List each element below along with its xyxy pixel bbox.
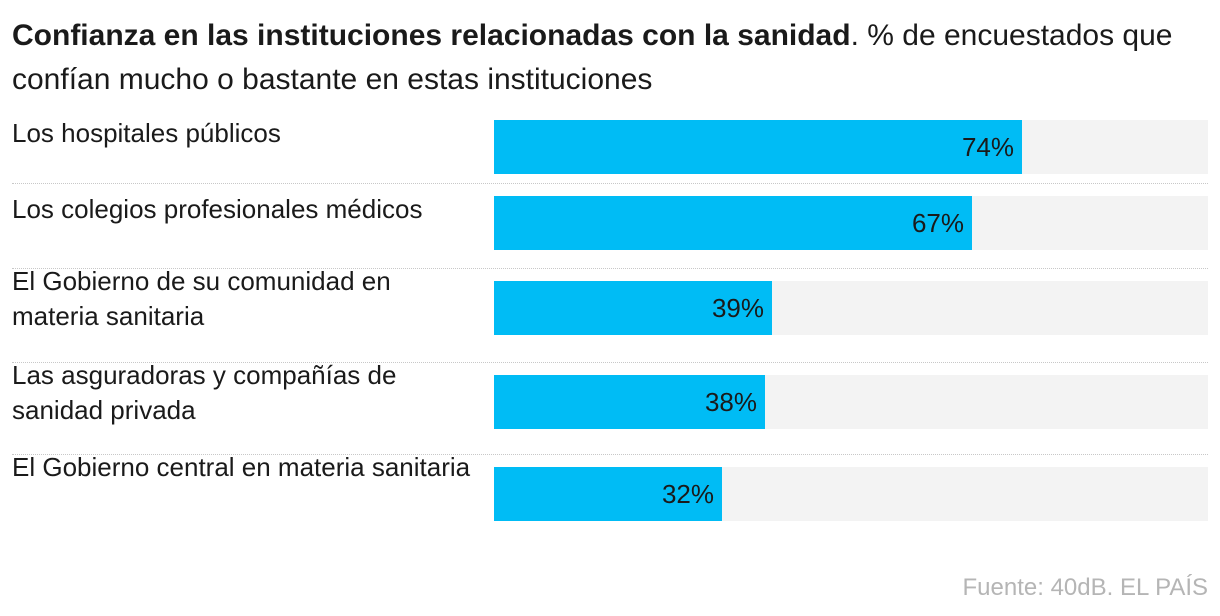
category-label: Los hospitales públicos [12, 118, 281, 148]
row-divider [12, 362, 1208, 363]
source-note: Fuente: 40dB. EL PAÍS [962, 574, 1208, 601]
bar [494, 196, 972, 250]
bar-track: 38% [494, 375, 1208, 429]
bar-row: Los hospitales públicos 74% [0, 108, 1220, 188]
bar-row: El Gobierno central en materia sanitaria… [0, 452, 1220, 535]
value-label: 38% [704, 387, 757, 417]
chart-subtitle: . % de encuestados que confían mucho o b… [12, 19, 1173, 96]
bar-chart: Los hospitales públicos 74% Los colegios p… [0, 108, 1220, 548]
value-label: 74% [961, 132, 1014, 162]
bar [494, 120, 1022, 174]
value-label: 32% [661, 479, 714, 509]
category-label: Los colegios profesionales médicos [12, 194, 423, 224]
bar-track: 67% [494, 196, 1208, 250]
row-divider [12, 183, 1208, 184]
bar-track: 74% [494, 120, 1208, 174]
row-divider [12, 454, 1208, 455]
bar [494, 375, 765, 429]
chart-title: Confianza en las instituciones relaciona… [12, 19, 851, 52]
row-divider [12, 268, 1208, 269]
bar-track: 39% [494, 281, 1208, 335]
value-label: 39% [711, 293, 764, 323]
chart-header: Confianza en las instituciones relaciona… [12, 14, 1202, 102]
bar [494, 467, 722, 521]
bar-row: Las asguradoras y compañías de sanidad p… [0, 360, 1220, 443]
bar-row: Los colegios profesionales médicos 67% [0, 184, 1220, 264]
category-label: Las asguradoras y compañías de sanidad p… [12, 360, 397, 425]
category-label: El Gobierno central en materia sanitaria [12, 452, 471, 482]
bar [494, 281, 772, 335]
bar-track: 32% [494, 467, 1208, 521]
bar-row: El Gobierno de su comunidad en materia s… [0, 266, 1220, 349]
value-label: 67% [911, 208, 964, 238]
category-label: El Gobierno de su comunidad en materia s… [12, 266, 391, 331]
